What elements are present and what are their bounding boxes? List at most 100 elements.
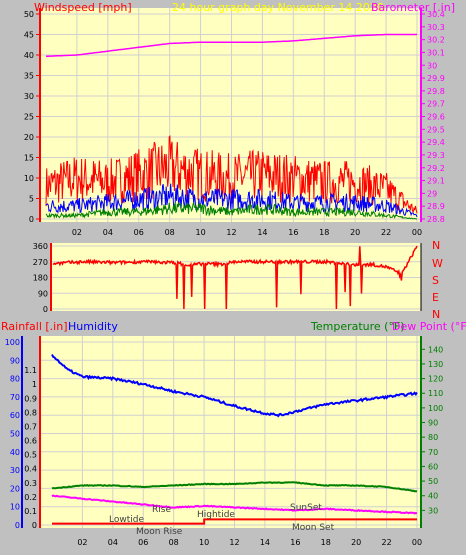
annotation-lowtide: Lowtide xyxy=(109,515,144,525)
bottom-x-tick-label: 22 xyxy=(381,538,391,547)
windspeed-tick-label: 15 xyxy=(24,154,34,163)
barometer-tick-label: 29.3 xyxy=(427,151,445,160)
barometer-tick-label: 30 xyxy=(427,61,437,70)
barometer-tick-label: 30.4 xyxy=(427,10,445,19)
humidity-tick-label: 20 xyxy=(10,484,20,493)
direction-tick-label: 0 xyxy=(43,305,48,314)
windspeed-tick-label: 40 xyxy=(24,51,34,60)
barometer-tick-label: 30.1 xyxy=(427,48,445,57)
barometer-tick-label: 29 xyxy=(427,189,437,198)
rainfall-label: Rainfall [.in] xyxy=(1,320,68,333)
temperature-tick-label: 80 xyxy=(428,433,438,442)
bottom-x-tick-label: 12 xyxy=(229,538,239,547)
humidity-tick-label: 50 xyxy=(10,430,20,439)
windspeed-tick-label: 35 xyxy=(24,72,34,81)
barometer-tick-label: 29.6 xyxy=(427,113,445,122)
humidity-tick-label: 0 xyxy=(15,521,20,530)
top-x-tick-label: 12 xyxy=(226,228,236,237)
top-x-tick-label: 00 xyxy=(412,228,422,237)
direction-tick-label: 270 xyxy=(33,258,48,267)
barometer-tick-label: 29.5 xyxy=(427,125,445,134)
temperature-tick-label: 110 xyxy=(428,389,443,398)
rainfall-tick-label: 0 xyxy=(32,521,37,530)
barometer-label: Barometer [.in] xyxy=(371,1,455,14)
rainfall-tick-label: 0.2 xyxy=(24,493,37,502)
humidity-tick-label: 60 xyxy=(10,411,20,420)
bottom-x-tick-label: 20 xyxy=(351,538,361,547)
rainfall-tick-label: 0.5 xyxy=(24,451,37,460)
temperature-tick-label: 120 xyxy=(428,375,443,384)
humidity-tick-label: 90 xyxy=(10,356,20,365)
barometer-tick-label: 30.3 xyxy=(427,23,445,32)
windspeed-tick-label: 30 xyxy=(24,92,34,101)
graph-title: 24 hour graph day November 14 2020 xyxy=(172,1,384,14)
bottom-x-tick-label: 08 xyxy=(169,538,179,547)
rainfall-tick-label: 0.6 xyxy=(24,437,37,446)
grid-lines xyxy=(40,8,421,528)
temperature-tick-label: 90 xyxy=(428,419,438,428)
annotation-sunset: SunSet xyxy=(290,503,322,513)
bottom-plot-area xyxy=(40,336,421,528)
temperature-tick-label: 140 xyxy=(428,345,443,354)
annotation-moon-rise: Moon Rise xyxy=(136,527,183,537)
humidity-series-line xyxy=(51,354,418,418)
rainfall-tick-label: 0.7 xyxy=(24,422,37,431)
rainfall-tick-label: 0.8 xyxy=(24,408,37,417)
barometer-tick-label: 29.9 xyxy=(427,74,445,83)
bottom-x-tick-label: 00 xyxy=(412,538,422,547)
windspeed-tick-label: 50 xyxy=(24,10,34,19)
barometer-tick-label: 29.2 xyxy=(427,164,445,173)
rainfall-tick-label: 0.3 xyxy=(24,479,37,488)
temperature-tick-label: 30 xyxy=(428,506,438,515)
top-x-tick-label: 18 xyxy=(319,228,329,237)
windspeed-tick-label: 5 xyxy=(29,195,34,204)
dewpoint-label: Dew Point (°F) xyxy=(392,320,466,333)
humidity-tick-label: 80 xyxy=(10,375,20,384)
axis-layer: 0510152025303540455028.828.92929.129.229… xyxy=(5,8,445,547)
compass-s: S xyxy=(432,274,439,287)
top-x-tick-label: 22 xyxy=(381,228,391,237)
barometer-tick-label: 29.4 xyxy=(427,138,445,147)
humidity-tick-label: 100 xyxy=(5,338,20,347)
windspeed-tick-label: 10 xyxy=(24,174,34,183)
humidity-tick-label: 40 xyxy=(10,448,20,457)
bottom-x-tick-label: 04 xyxy=(108,538,118,547)
annotation-moon-set: Moon Set xyxy=(292,523,335,533)
temperature-label: Temperature (°F) xyxy=(310,320,405,333)
windspeed-tick-label: 20 xyxy=(24,133,34,142)
direction-tick-label: 360 xyxy=(33,242,48,251)
bottom-x-tick-label: 02 xyxy=(77,538,87,547)
wind-series-line xyxy=(45,183,418,218)
barometer-tick-label: 28.8 xyxy=(427,215,445,224)
barometer-tick-label: 30.2 xyxy=(427,36,445,45)
direction-series-line xyxy=(52,245,418,310)
bottom-x-tick-label: 14 xyxy=(260,538,270,547)
barometer-tick-label: 28.9 xyxy=(427,202,445,211)
rainfall-tick-label: 1 xyxy=(32,380,37,389)
compass-n-top: N xyxy=(432,239,440,252)
humidity-tick-label: 70 xyxy=(10,393,20,402)
temperature-tick-label: 60 xyxy=(428,462,438,471)
humidity-label: Humidity xyxy=(68,320,118,333)
temperature-tick-label: 100 xyxy=(428,404,443,413)
rainfall-tick-label: 0.4 xyxy=(24,465,37,474)
temperature-tick-label: 50 xyxy=(428,477,438,486)
top-x-tick-label: 16 xyxy=(288,228,298,237)
top-x-tick-label: 10 xyxy=(195,228,205,237)
compass-w: W xyxy=(432,257,443,270)
windspeed-tick-label: 0 xyxy=(29,215,34,224)
compass-e: E xyxy=(432,291,439,304)
low-wind-series-line xyxy=(45,201,418,220)
temperature-tick-label: 40 xyxy=(428,492,438,501)
barometer-tick-label: 29.1 xyxy=(427,177,445,186)
top-x-tick-label: 02 xyxy=(72,228,82,237)
top-x-tick-label: 20 xyxy=(350,228,360,237)
temperature-series-line xyxy=(51,481,418,493)
barometer-series-line xyxy=(45,33,417,58)
windspeed-tick-label: 45 xyxy=(24,31,34,40)
rainfall-tick-label: 0.9 xyxy=(24,394,37,403)
bottom-x-tick-label: 06 xyxy=(138,538,148,547)
annotation-rise: Rise xyxy=(152,505,171,515)
